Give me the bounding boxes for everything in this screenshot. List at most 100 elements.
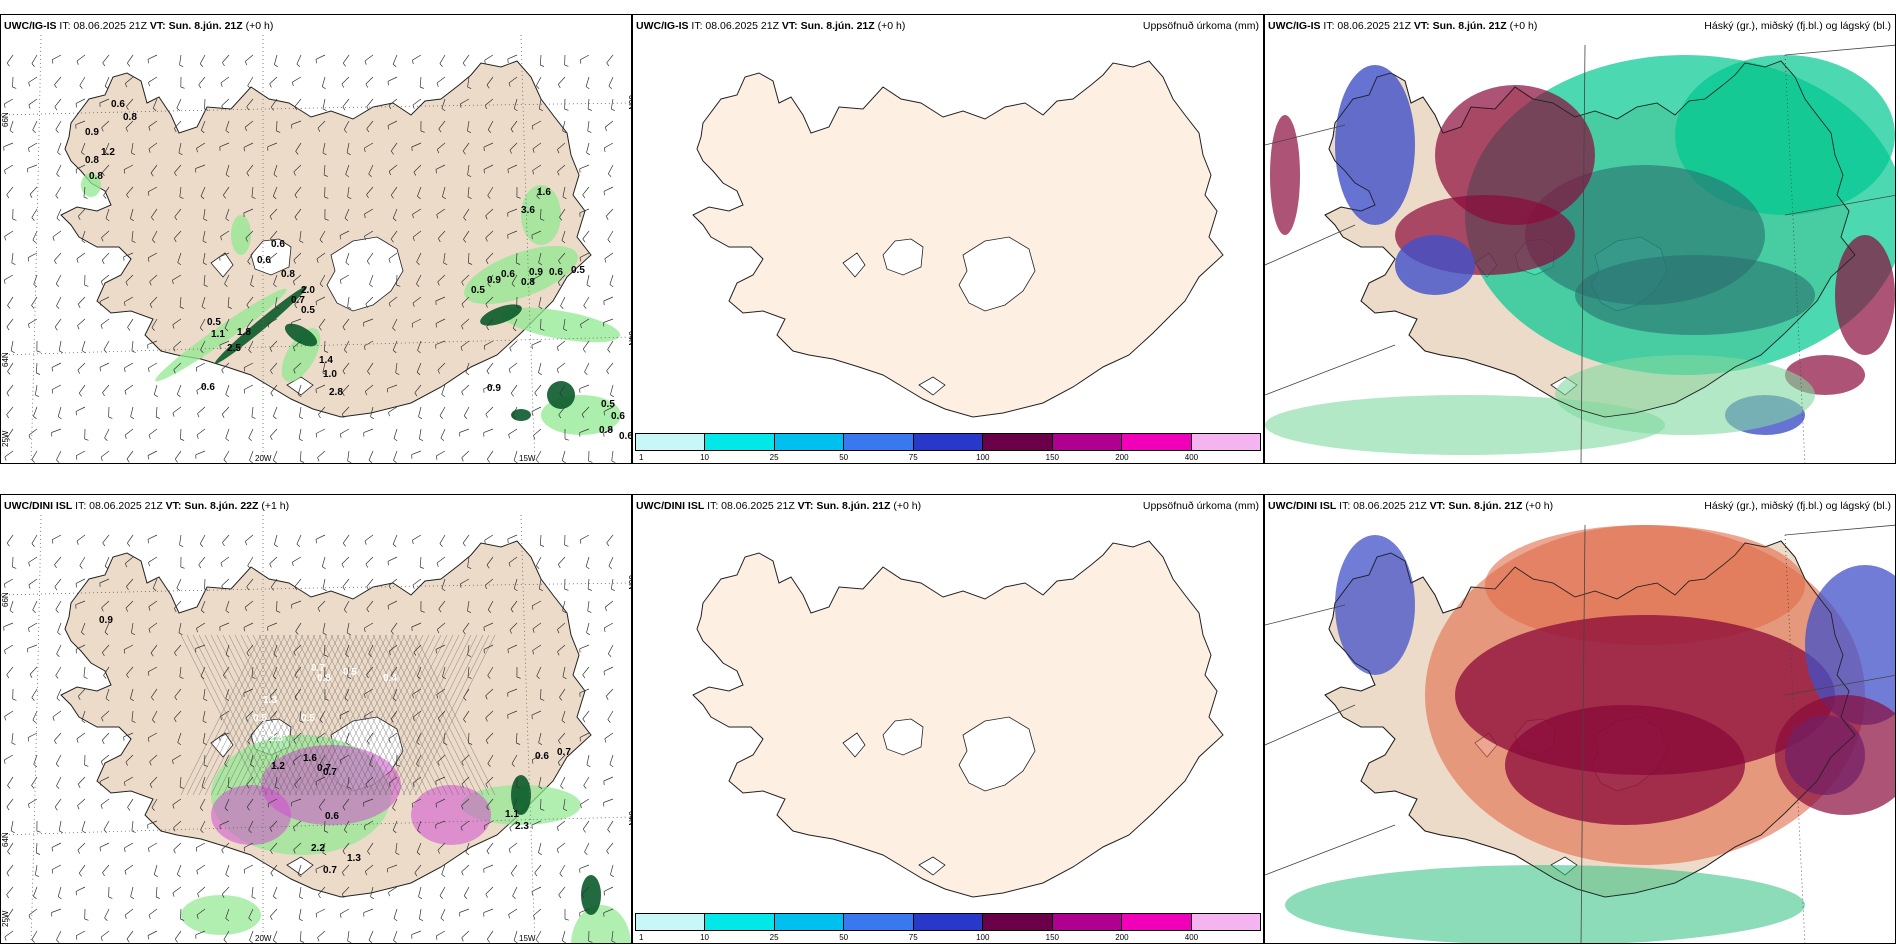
panel-accum-precip-dini: UWC/DINI ISL IT: 08.06.2025 21Z VT: Sun.… [632, 494, 1264, 944]
precip-value-label: 1.4 [319, 355, 333, 366]
lon-label: 20W [255, 934, 272, 943]
precip-value-label: 0.5 [601, 399, 615, 410]
precip-value-label: 1.1 [505, 809, 519, 820]
precip-area [411, 785, 491, 845]
glacier [250, 238, 292, 276]
colorbar-tick-label: 200 [1115, 933, 1129, 942]
iceland-accum-map [692, 540, 1224, 898]
colorbar-swatch [1052, 914, 1123, 930]
precip-area [1805, 565, 1895, 725]
colorbar-tick-label: 200 [1115, 453, 1129, 462]
precip-value-label: 1.6 [537, 187, 551, 198]
precip-area [1835, 235, 1895, 355]
colorbar-swatch [844, 434, 914, 450]
precip-value-label: 1.0 [323, 369, 337, 380]
colorbar-tick-label: 150 [1045, 933, 1060, 942]
colorbar-swatch [636, 914, 706, 930]
precip-value-label: 0.7 [317, 763, 331, 774]
colorbar-tick-label: 25 [769, 933, 779, 942]
precip-value-label: 0.5 [301, 713, 315, 724]
glacier [882, 238, 924, 276]
precip-value-label: 0.8 [89, 171, 103, 182]
precip-area [501, 307, 621, 343]
precip-area [480, 304, 522, 326]
precip-value-label: 0.6 [611, 411, 625, 422]
panel-title: UWC/IG-IS IT: 08.06.2025 21Z VT: Sun. 8.… [1268, 20, 1538, 32]
wind-barbs [3, 54, 616, 463]
precip-value-label: 1.3 [347, 853, 361, 864]
iceland-landmass [692, 60, 1224, 418]
precip-area [81, 173, 101, 197]
precip-colorbar [635, 433, 1261, 451]
precip-value-label: 0.6 [501, 269, 515, 280]
precip-value-label: 0.6 [535, 751, 549, 762]
lat-label: 64N [627, 811, 632, 826]
panel-field-label: Háský (gr.), miðský (fj.bl.) og lágský (… [1704, 20, 1891, 32]
iceland-landmass [60, 60, 592, 418]
colorbar-swatch [844, 914, 914, 930]
colorbar-swatch [983, 434, 1053, 450]
precip-value-label: 0.8 [521, 277, 535, 288]
precip-area [155, 288, 287, 382]
colorbar-swatch [913, 914, 984, 930]
panel-title: UWC/IG-IS IT: 08.06.2025 21Z VT: Sun. 8.… [636, 20, 906, 32]
precip-area [1675, 55, 1895, 215]
precip-value-label: 0.8 [281, 269, 295, 280]
precip-value-label: 0.6 [271, 239, 285, 250]
precip-value-label: 0.7 [311, 663, 325, 674]
precip-area [1555, 355, 1815, 435]
glacier [882, 718, 924, 756]
colorbar-tick-label: 400 [1184, 933, 1199, 942]
panel-title: UWC/DINI ISL IT: 08.06.2025 21Z VT: Sun.… [636, 500, 922, 512]
colorbar-swatch [774, 434, 845, 450]
precip-value-label: 0.5 [471, 285, 485, 296]
colorbar-swatch [1191, 434, 1260, 450]
colorbar-swatch [774, 914, 845, 930]
colorbar-swatch [1122, 914, 1192, 930]
precip-area [581, 875, 601, 915]
precip-value-label: 0.6 [619, 431, 632, 442]
glacier [286, 856, 314, 876]
cloud-layers [1265, 55, 1895, 455]
precip-area [284, 323, 318, 347]
iceland-cloud-map [1265, 15, 1895, 463]
colorbar-swatch [983, 914, 1053, 930]
precip-area [464, 245, 578, 305]
precip-area [211, 785, 291, 845]
colorbar-tick-label: 10 [700, 933, 709, 942]
colorbar-tick-label: 10 [700, 453, 709, 462]
precip-value-label: 2.8 [329, 387, 343, 398]
precip-value-label: 0.7 [291, 295, 305, 306]
precip-value-label: 2.0 [301, 285, 315, 296]
lat-label: 66N [627, 95, 632, 110]
colorbar-tick-label: 400 [1184, 453, 1199, 462]
precip-area [1285, 865, 1805, 943]
glacier [326, 236, 404, 312]
colorbar-tick-label: 75 [908, 453, 918, 462]
colorbar-ticks: 1 10 25 50 75 100 150 200 400 [635, 933, 1261, 943]
precip-value-label: 0.7 [557, 747, 571, 758]
precip-value-label: 0.8 [85, 155, 99, 166]
colorbar-tick-label: 50 [839, 933, 849, 942]
precip-value-label: 1.2 [271, 761, 285, 772]
precip-value-label: 0.7 [323, 865, 337, 876]
colorbar-swatch [1122, 434, 1192, 450]
precip-colorbar [635, 913, 1261, 931]
precip-value-label: 2.3 [269, 733, 283, 744]
glacier [918, 856, 946, 876]
precip-value-label: 0.6 [325, 811, 339, 822]
precip-value-label: 0.5 [301, 305, 315, 316]
lat-label: 64N [627, 331, 632, 346]
precip-area [214, 286, 308, 364]
precip-value-label: 0.8 [599, 425, 613, 436]
precip-area [1335, 65, 1415, 225]
precip-area [1775, 695, 1895, 815]
panel-precip-wind-dini: UWC/DINI ISL IT: 08.06.2025 21Z VT: Sun.… [0, 494, 632, 944]
panel-field-label: Háský (gr.), miðský (fj.bl.) og lágský (… [1704, 500, 1891, 512]
lat-label: 66N [627, 575, 632, 590]
colorbar-swatch [636, 434, 706, 450]
panel-field-label: Uppsöfnuð úrkoma (mm) [1142, 20, 1259, 32]
precip-value-label: 0.9 [487, 383, 501, 394]
precip-area [181, 895, 261, 935]
